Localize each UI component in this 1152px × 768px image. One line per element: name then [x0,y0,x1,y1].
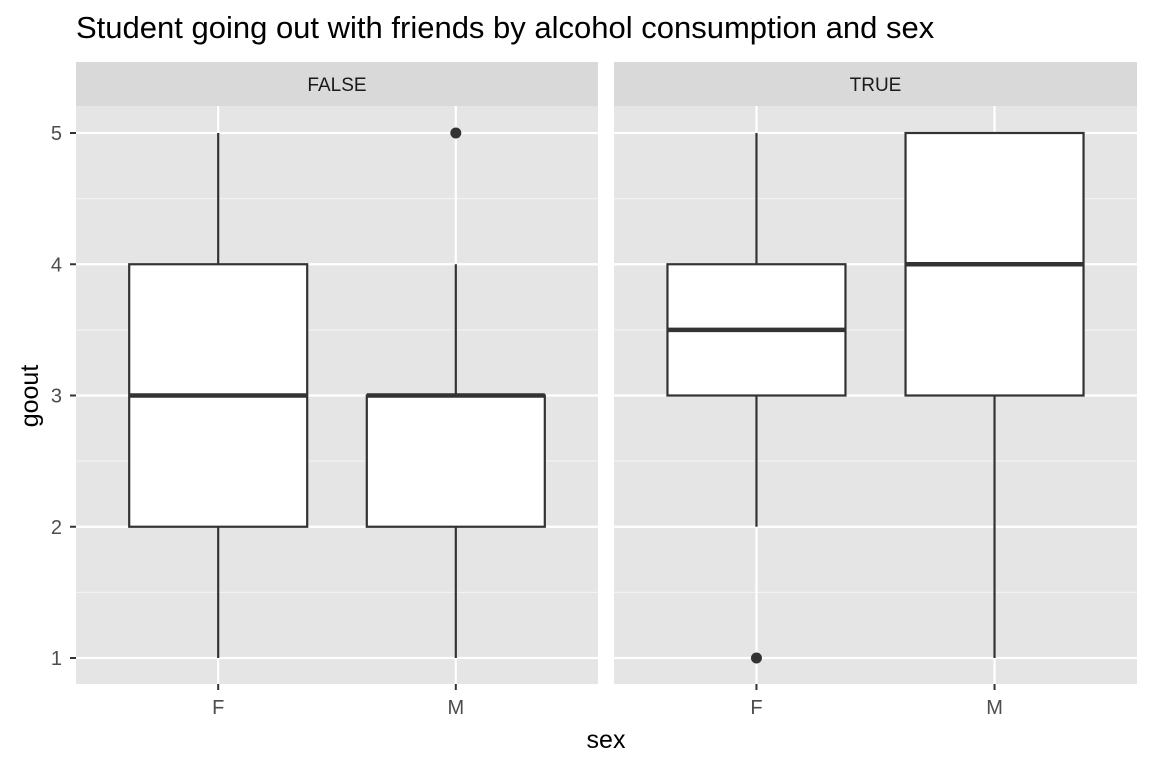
y-tick-label: 1 [51,648,62,670]
x-tick-label: M [447,697,464,719]
y-tick-label: 4 [51,254,62,276]
y-tick-label: 3 [51,386,62,408]
box-false-m [365,394,546,528]
facet-strip-false [76,62,598,106]
facet-strip-label: TRUE [850,75,902,96]
x-tick-label: F [212,697,224,719]
x-tick-label: M [986,697,1003,719]
y-tick-label: 2 [51,517,62,539]
facet-strip-label: FALSE [307,75,366,96]
outlier-point [450,127,462,139]
chart-title: Student going out with friends by alcoho… [76,10,935,45]
facet-strip-true [614,62,1137,106]
outlier-point [750,652,762,664]
x-tick-label: F [750,697,762,719]
y-tick-label: 5 [51,123,62,145]
x-axis-title: sex [587,726,626,754]
y-axis-title: goout [16,365,44,428]
